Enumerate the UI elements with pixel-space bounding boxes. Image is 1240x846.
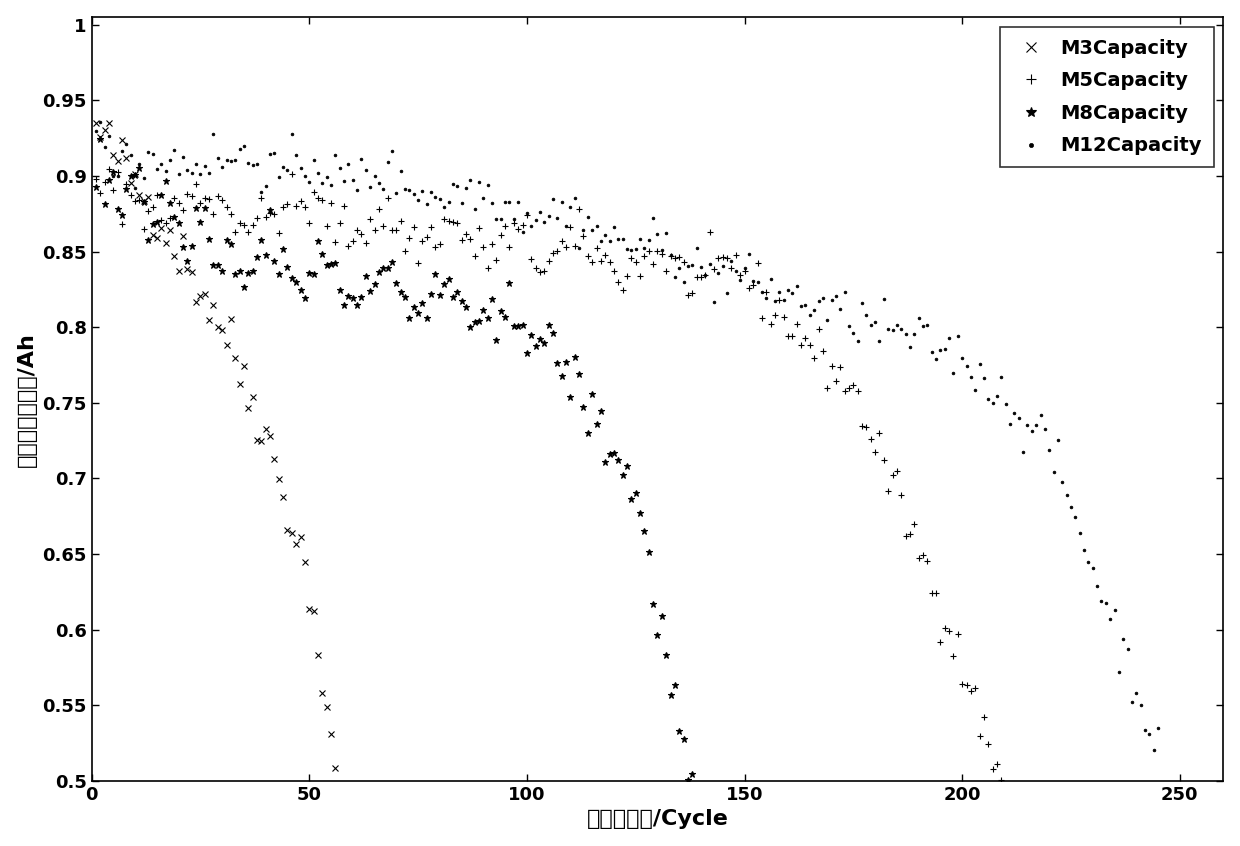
M5Capacity (145, 201, 160, 212)
M8Capacity (306, 269, 321, 279)
M12Capacity (93, 117, 108, 127)
Line: M3Capacity: M3Capacity (93, 119, 391, 846)
M12Capacity (88, 126, 103, 136)
M12Capacity (620, 244, 635, 254)
M8Capacity (93, 135, 108, 145)
X-axis label: 充放电周期/Cycle: 充放电周期/Cycle (587, 810, 728, 829)
M5Capacity (206, 209, 221, 219)
M12Capacity (1146, 745, 1161, 755)
Line: M8Capacity: M8Capacity (93, 135, 748, 846)
M3Capacity (88, 118, 103, 129)
Legend: M3Capacity, M5Capacity, M8Capacity, M12Capacity: M3Capacity, M5Capacity, M8Capacity, M12C… (1001, 27, 1214, 168)
Line: M12Capacity: M12Capacity (93, 119, 1161, 753)
M8Capacity (350, 300, 365, 310)
M5Capacity (415, 235, 430, 245)
M12Capacity (1151, 722, 1166, 733)
M12Capacity (415, 186, 430, 196)
M8Capacity (629, 487, 644, 497)
M5Capacity (88, 174, 103, 184)
M3Capacity (258, 424, 273, 434)
M5Capacity (1021, 835, 1035, 845)
M12Capacity (237, 141, 252, 151)
M5Capacity (799, 333, 813, 343)
M3Capacity (102, 118, 117, 128)
M8Capacity (459, 302, 474, 312)
M3Capacity (263, 431, 278, 441)
M8Capacity (433, 289, 448, 299)
M3Capacity (159, 238, 174, 248)
M8Capacity (541, 320, 556, 330)
M3Capacity (162, 225, 177, 235)
M12Capacity (171, 169, 186, 179)
Line: M5Capacity: M5Capacity (93, 166, 1030, 843)
M12Capacity (598, 230, 613, 240)
M5Capacity (358, 238, 373, 248)
M5Capacity (463, 233, 477, 244)
Y-axis label: 锂离子电池容量/Ah: 锂离子电池容量/Ah (16, 332, 37, 466)
M12Capacity (463, 174, 477, 184)
M3Capacity (215, 325, 229, 335)
M8Capacity (88, 182, 103, 192)
M5Capacity (102, 164, 117, 174)
